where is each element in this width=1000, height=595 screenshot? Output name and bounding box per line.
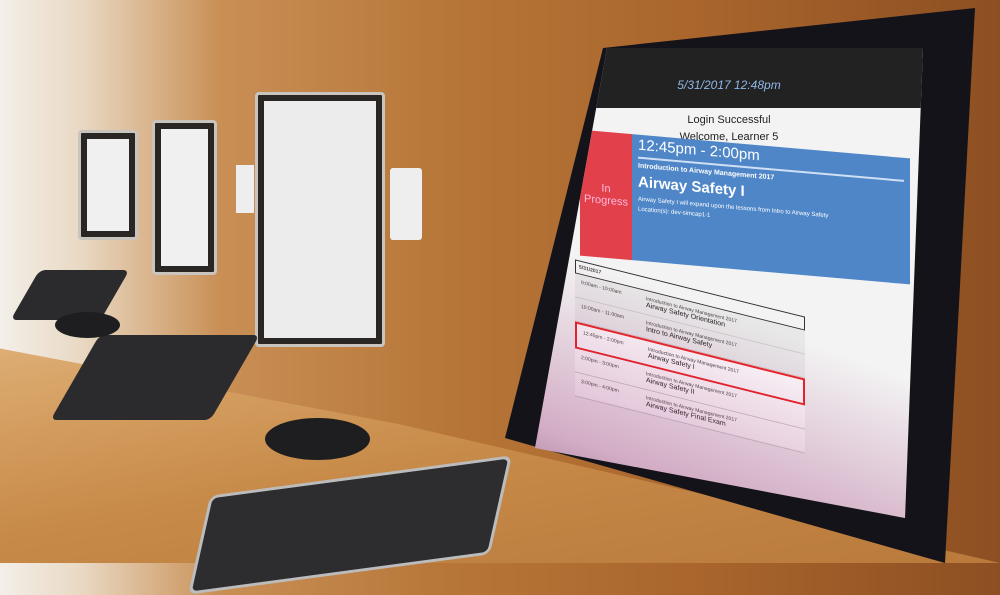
keyboard [10,270,130,320]
background-monitor [255,92,385,347]
background-monitor [78,130,138,240]
wall-outlet [236,165,254,213]
current-session-card[interactable]: In Progress 12:45pm - 2:00pm Introductio… [580,129,910,285]
wall-outlet [390,168,422,240]
item-time: 3:00pm - 4:00pm [581,378,619,395]
schedule-list: 5/31/2017 9:00am - 10:00am Introduction t… [575,259,805,454]
background-monitor [152,120,217,275]
item-time: 12:45pm - 2:00pm [583,330,624,347]
mouse [265,418,370,460]
mouse [55,312,120,338]
